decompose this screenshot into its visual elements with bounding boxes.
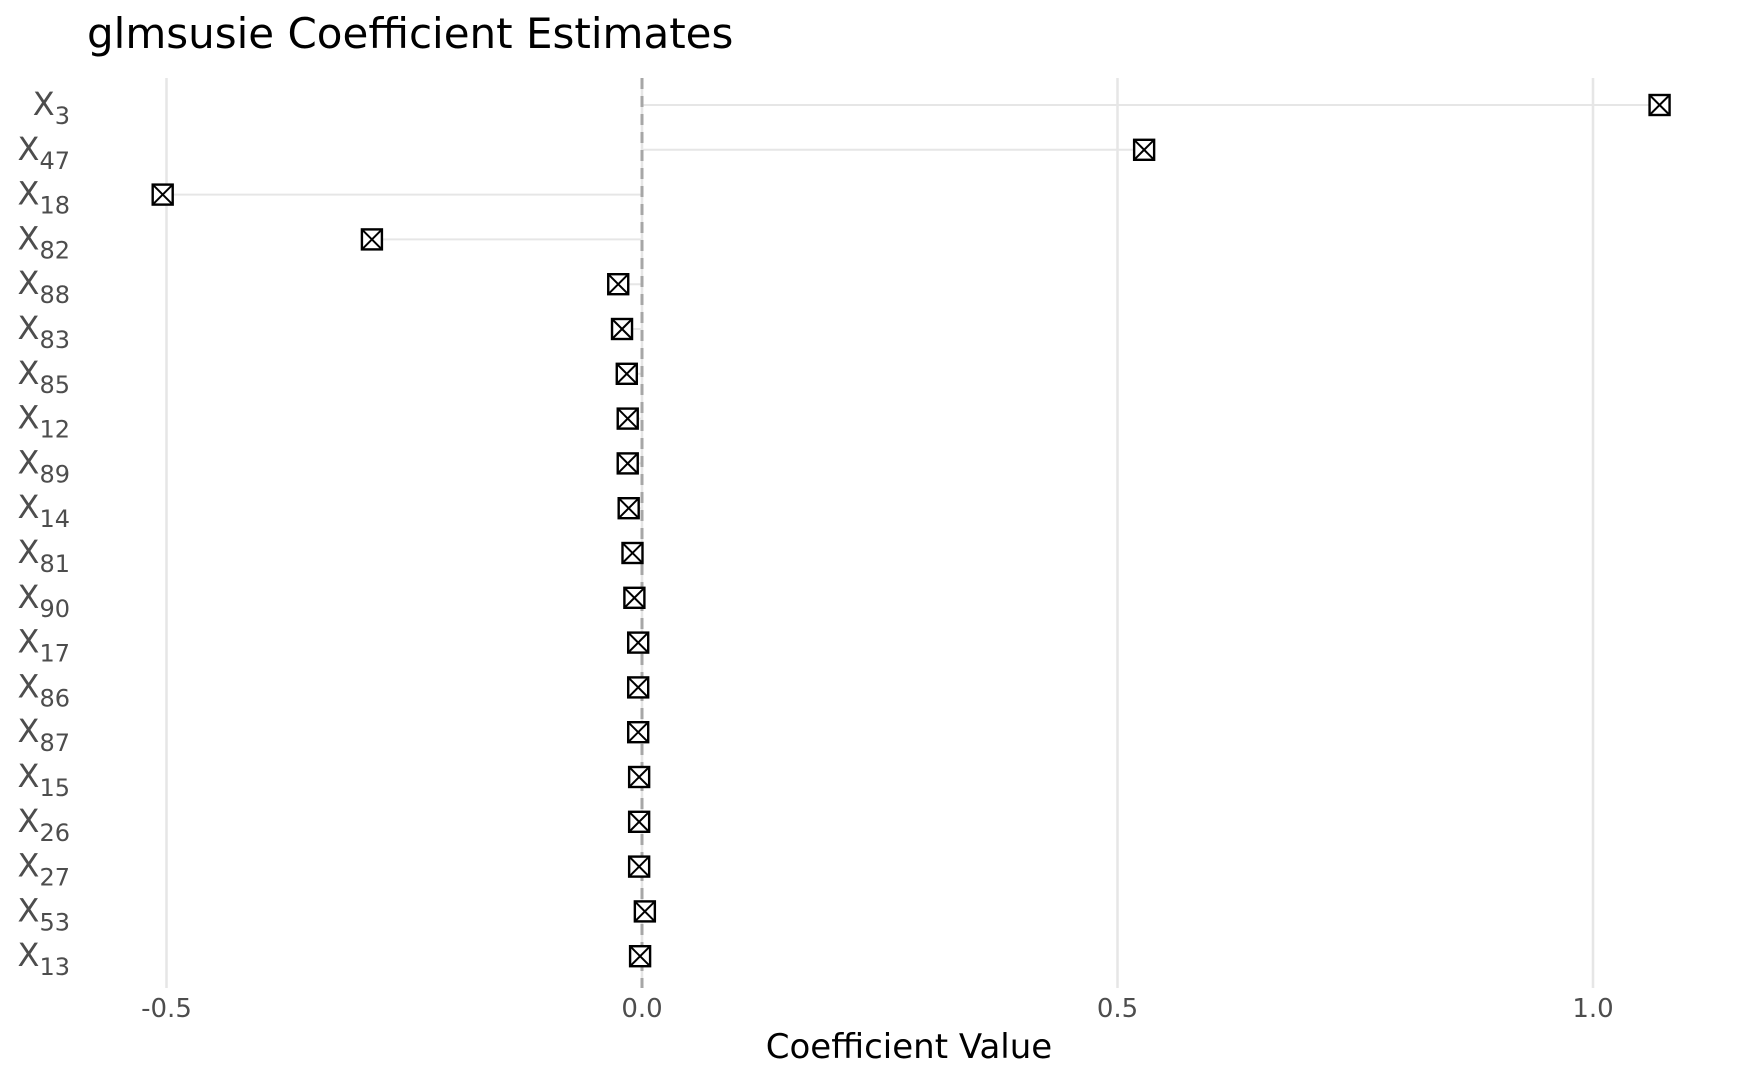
x-axis-title: Coefficient Value: [766, 1027, 1052, 1067]
x-tick-label: 0.0: [621, 994, 662, 1024]
coef-point: [607, 273, 630, 296]
y-tick-label: X27: [18, 847, 70, 892]
y-tick-label: X82: [18, 219, 70, 264]
y-tick-label: X13: [18, 936, 70, 981]
y-tick-label: X88: [18, 264, 70, 309]
x-tick-label: -0.5: [141, 994, 192, 1024]
coef-point: [1648, 93, 1671, 117]
coef-point: [627, 810, 651, 833]
y-tick-label: X15: [18, 757, 70, 802]
y-tick-label: X47: [18, 130, 70, 175]
y-tick-label: X83: [18, 309, 70, 354]
coef-point: [615, 362, 638, 385]
coef-point: [627, 855, 651, 878]
x-tick-label: 1.0: [1572, 994, 1613, 1024]
grid-layer: [165, 78, 1595, 988]
y-tick-label: X26: [18, 802, 70, 847]
coef-point: [626, 631, 650, 654]
coef-point: [360, 228, 384, 251]
y-tick-label: X53: [18, 891, 70, 936]
x-axis-tick-labels: -0.5 0.0 0.5 1.0: [141, 994, 1614, 1024]
coef-point: [151, 183, 174, 206]
coef-point: [626, 676, 650, 699]
y-tick-label: X17: [18, 623, 70, 668]
y-tick-label: X89: [18, 443, 70, 488]
chart-title: glmsusie Coefficient Estimates: [87, 9, 733, 58]
coef-point: [1132, 138, 1156, 162]
coef-point: [616, 407, 639, 430]
coef-point: [633, 900, 657, 923]
x-tick-label: 0.5: [1097, 994, 1138, 1024]
y-tick-label: X85: [18, 354, 70, 399]
y-tick-label: X12: [18, 399, 70, 444]
y-tick-label: X81: [18, 533, 70, 578]
y-tick-label: X14: [18, 488, 70, 533]
coef-point: [610, 317, 634, 341]
coef-point: [621, 541, 644, 565]
y-tick-label: X18: [18, 175, 70, 220]
y-tick-label: X90: [18, 578, 70, 623]
coef-point: [628, 945, 652, 968]
segment-layer: [162, 104, 1660, 958]
y-axis-labels: X3X47X18X82X88X83X85X12X89X14X81X90X17X8…: [18, 85, 70, 981]
coef-point: [623, 586, 646, 609]
coef-point: [626, 721, 650, 744]
coef-point: [617, 497, 640, 520]
y-tick-label: X86: [18, 667, 70, 712]
y-tick-label: X87: [18, 712, 70, 757]
coef-point: [627, 765, 651, 789]
point-layer: [151, 93, 1671, 968]
coef-point: [616, 452, 639, 475]
y-tick-label: X3: [33, 85, 70, 130]
